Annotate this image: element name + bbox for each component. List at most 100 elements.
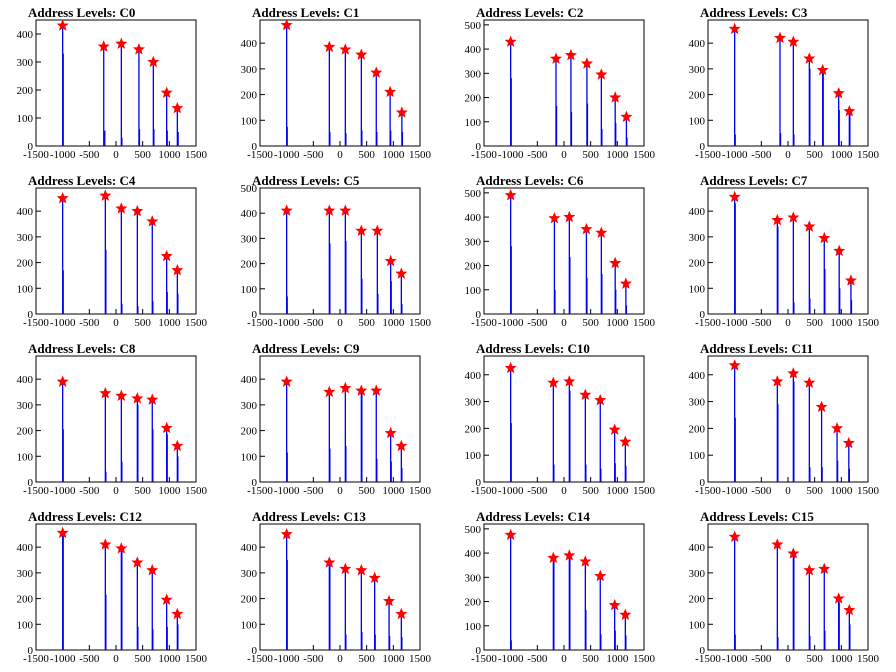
peak-marker [56,19,69,31]
plot-frame [259,19,421,147]
chart-panel-13: Address Levels: C13 0 100 200 300 400 -1500 -10… [241,509,432,665]
peak-marker [832,86,845,99]
plot-frame [483,19,645,147]
peak-marker [787,367,800,379]
chart-title: Address Levels: C0 [28,5,135,20]
x-tick-label: 1000 [158,653,181,665]
peak-marker [832,592,845,604]
y-tick-label: 200 [241,594,258,606]
peak-marker [323,385,336,398]
peak-marker [833,244,846,257]
y-tick-label: 200 [465,93,482,105]
chart-title: Address Levels: C8 [28,341,136,356]
peak-marker [595,226,608,238]
chart-panel-9: Address Levels: C9 0 100 200 300 400 -1500 -100… [241,341,432,497]
peak-marker [728,359,741,371]
x-tick-label: 1000 [606,317,629,329]
x-tick-label: 1500 [633,485,656,497]
x-tick-label: -1000 [274,317,300,329]
peak-marker [160,249,173,262]
peak-marker [547,376,560,388]
y-tick-label: 0 [700,141,706,153]
peak-marker [146,563,159,576]
x-tick-label: 0 [337,317,343,329]
y-tick-label: 400 [689,370,706,382]
peak-marker [160,593,173,605]
y-tick-label: 400 [465,44,482,56]
x-tick-label: 500 [358,485,375,497]
peak-marker [609,256,622,269]
y-tick-label: 0 [476,309,482,321]
peak-marker [771,213,784,226]
x-tick-label: 1500 [409,149,432,161]
chart-panel-12: Address Levels: C12 0 100 200 300 400 -1500 -10… [17,509,208,665]
y-tick-label: 400 [17,542,34,554]
peak-marker [56,526,69,539]
x-tick-label: 1000 [158,485,181,497]
chart-panel-11: Address Levels: C11 0 100 200 300 400 -1500 -10… [689,341,880,497]
x-tick-label: 1000 [382,149,405,161]
chart-title: Address Levels: C2 [476,5,583,20]
peak-marker [131,392,144,404]
chart-panel-1: Address Levels: C1 0 100 200 300 400 -1500 -100… [241,5,432,161]
peak-marker [395,106,408,118]
x-tick-label: -1000 [498,485,524,497]
x-tick-label: -500 [79,149,100,161]
y-tick-label: 100 [689,283,706,295]
chart-panel-0: Address Levels: C0 0 100 200 300 400 -1500 -100… [17,5,208,161]
x-tick-label: 500 [358,653,375,665]
y-tick-label: 0 [252,141,258,153]
peak-marker [115,37,128,49]
y-tick-label: 400 [465,370,482,382]
x-tick-label: 500 [358,317,375,329]
y-tick-label: 100 [17,283,34,295]
peak-marker [787,211,800,223]
peak-marker [843,104,856,117]
peak-marker [280,204,293,216]
x-tick-label: -500 [303,653,324,665]
peak-marker [131,204,144,217]
x-tick-label: 1000 [606,653,629,665]
y-tick-label: 300 [17,400,34,412]
peak-marker [384,254,397,267]
x-tick-label: 1500 [409,653,432,665]
y-tick-label: 100 [17,619,34,631]
chart-title: Address Levels: C3 [700,5,808,20]
peak-marker [728,190,741,203]
x-tick-label: 1500 [185,149,208,161]
x-tick-label: 1000 [830,653,853,665]
x-tick-label: 1000 [158,317,181,329]
peak-marker [619,435,632,447]
chart-panel-6: Address Levels: C60100200300400500-1500-… [465,173,656,329]
peak-marker [395,607,408,620]
peak-marker [728,530,741,542]
peak-marker [548,211,561,224]
peak-marker [595,68,608,80]
y-tick-label: 200 [689,423,706,435]
peak-marker [146,393,159,405]
peak-marker [171,101,184,114]
x-tick-label: 0 [561,653,567,665]
peak-marker [563,549,576,561]
chart-panel-10: Address Levels: C10 0 100 200 300 400 -1500 -10… [465,341,656,497]
y-tick-label: 300 [241,568,258,580]
peak-marker [147,55,160,68]
plot-frame [707,523,869,651]
peak-marker [97,40,110,52]
y-tick-label: 400 [465,548,482,560]
y-tick-label: 200 [17,426,34,438]
x-tick-label: -500 [751,317,772,329]
peak-marker [771,538,784,550]
plot-frame [259,187,421,315]
peak-marker [818,231,831,244]
peak-marker [609,91,622,103]
y-tick-label: 100 [465,450,482,462]
peak-marker [547,551,560,564]
y-tick-label: 300 [241,233,258,245]
x-tick-label: 0 [113,317,119,329]
x-tick-label: -500 [79,317,100,329]
y-tick-label: 0 [28,477,34,489]
x-tick-label: 1500 [857,317,880,329]
chart-title: Address Levels: C7 [700,173,808,188]
y-tick-label: 0 [700,477,706,489]
